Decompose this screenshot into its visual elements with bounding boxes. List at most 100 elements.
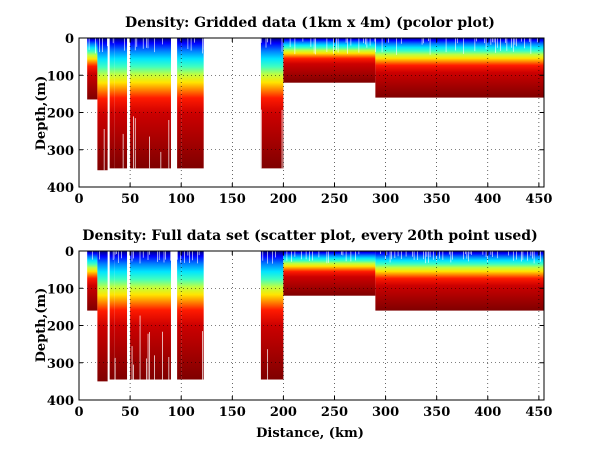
surface-gap-streak bbox=[106, 38, 108, 47]
surface-gap-streak bbox=[520, 251, 522, 262]
surface-gap-streak bbox=[471, 251, 472, 255]
profile-gap-streak bbox=[162, 331, 163, 380]
profile-gap-streak bbox=[103, 128, 105, 171]
surface-gap-streak bbox=[455, 38, 456, 51]
surface-gap-streak bbox=[192, 251, 193, 261]
surface-gap-streak bbox=[312, 251, 313, 261]
surface-gap-streak bbox=[163, 251, 165, 263]
density-segment bbox=[177, 251, 182, 380]
x-tick-label: 50 bbox=[121, 405, 139, 420]
surface-gap-streak bbox=[495, 38, 496, 53]
surface-gap-streak bbox=[180, 251, 181, 263]
surface-gap-streak bbox=[326, 38, 328, 52]
surface-gap-streak bbox=[423, 38, 424, 44]
surface-gap-streak bbox=[448, 251, 450, 255]
surface-gap-streak bbox=[522, 251, 524, 260]
surface-gap-streak bbox=[116, 251, 117, 255]
surface-gap-streak bbox=[112, 251, 114, 260]
surface-gap-streak bbox=[300, 251, 302, 260]
x-tick-label: 200 bbox=[270, 192, 297, 207]
surface-gap-streak bbox=[468, 251, 469, 262]
surface-gap-streak bbox=[485, 251, 487, 258]
density-segment bbox=[283, 251, 376, 296]
surface-gap-streak bbox=[490, 251, 492, 255]
surface-gap-streak bbox=[121, 251, 122, 259]
surface-gap-streak bbox=[524, 38, 525, 49]
surface-gap-streak bbox=[512, 38, 514, 52]
profile-gap-streak bbox=[260, 109, 262, 169]
y-axis-label: Depth,(m) bbox=[34, 288, 49, 363]
surface-gap-streak bbox=[131, 251, 133, 262]
surface-gap-streak bbox=[355, 251, 356, 261]
y-tick-label: 100 bbox=[47, 282, 74, 297]
surface-gap-streak bbox=[139, 251, 141, 264]
surface-gap-streak bbox=[124, 38, 125, 51]
surface-gap-streak bbox=[95, 38, 96, 54]
surface-gap-streak bbox=[291, 251, 292, 262]
density-segment bbox=[87, 38, 98, 100]
surface-gap-streak bbox=[527, 251, 528, 261]
surface-gap-streak bbox=[463, 251, 464, 260]
surface-gap-streak bbox=[396, 38, 397, 55]
surface-gap-streak bbox=[423, 251, 424, 260]
surface-gap-streak bbox=[342, 251, 344, 256]
surface-gap-streak bbox=[380, 251, 381, 255]
surface-gap-streak bbox=[386, 251, 388, 256]
surface-gap-streak bbox=[177, 251, 178, 260]
x-tick-label: 250 bbox=[321, 405, 348, 420]
surface-gap-streak bbox=[302, 38, 304, 42]
surface-gap-streak bbox=[347, 38, 348, 54]
x-tick-label: 450 bbox=[525, 405, 552, 420]
surface-gap-streak bbox=[358, 38, 360, 53]
density-segment bbox=[97, 251, 108, 382]
y-tick-label: 100 bbox=[47, 69, 74, 84]
surface-gap-streak bbox=[463, 38, 464, 54]
x-tick-label: 400 bbox=[474, 405, 501, 420]
surface-gap-streak bbox=[336, 38, 337, 51]
surface-gap-streak bbox=[432, 251, 434, 260]
surface-gap-streak bbox=[530, 251, 532, 256]
surface-gap-streak bbox=[426, 251, 428, 257]
surface-gap-streak bbox=[520, 38, 522, 42]
surface-gap-streak bbox=[484, 38, 485, 44]
density-field bbox=[87, 251, 544, 382]
surface-gap-streak bbox=[428, 38, 429, 42]
surface-gap-streak bbox=[267, 251, 268, 264]
profile-gap-streak bbox=[281, 109, 283, 169]
surface-gap-streak bbox=[260, 38, 262, 43]
surface-gap-streak bbox=[466, 251, 468, 259]
x-tick-label: 350 bbox=[423, 405, 450, 420]
density-segment bbox=[97, 38, 108, 171]
y-axis-label: Depth,(m) bbox=[34, 76, 49, 151]
surface-gap-streak bbox=[516, 251, 517, 260]
x-tick-label: 50 bbox=[121, 192, 139, 207]
x-tick-label: 400 bbox=[474, 192, 501, 207]
density-segment bbox=[130, 38, 171, 169]
surface-gap-streak bbox=[289, 38, 291, 48]
surface-gap-streak bbox=[493, 38, 495, 43]
surface-gap-streak bbox=[88, 38, 90, 50]
profile-gap-streak bbox=[147, 333, 149, 380]
surface-gap-streak bbox=[469, 251, 471, 255]
surface-gap-streak bbox=[492, 38, 493, 43]
profile-gap-streak bbox=[139, 315, 141, 380]
surface-gap-streak bbox=[337, 38, 339, 53]
surface-gap-streak bbox=[452, 251, 453, 260]
density-segment bbox=[181, 38, 204, 169]
x-tick-label: 450 bbox=[525, 192, 552, 207]
surface-gap-streak bbox=[405, 251, 407, 257]
profile-gap-streak bbox=[168, 120, 170, 169]
surface-gap-streak bbox=[512, 251, 514, 261]
density-segment bbox=[130, 251, 171, 380]
surface-gap-streak bbox=[388, 38, 389, 43]
surface-gap-streak bbox=[533, 251, 535, 264]
grid-lines bbox=[79, 251, 544, 400]
surface-gap-streak bbox=[203, 38, 205, 50]
surface-gap-streak bbox=[265, 38, 267, 48]
gridded-density-panel: Density: Gridded data (1km x 4m) (pcolor… bbox=[34, 15, 552, 207]
surface-gap-streak bbox=[516, 38, 517, 47]
surface-gap-streak bbox=[326, 251, 328, 264]
x-tick-label: 0 bbox=[74, 192, 83, 207]
surface-gap-streak bbox=[424, 251, 426, 264]
